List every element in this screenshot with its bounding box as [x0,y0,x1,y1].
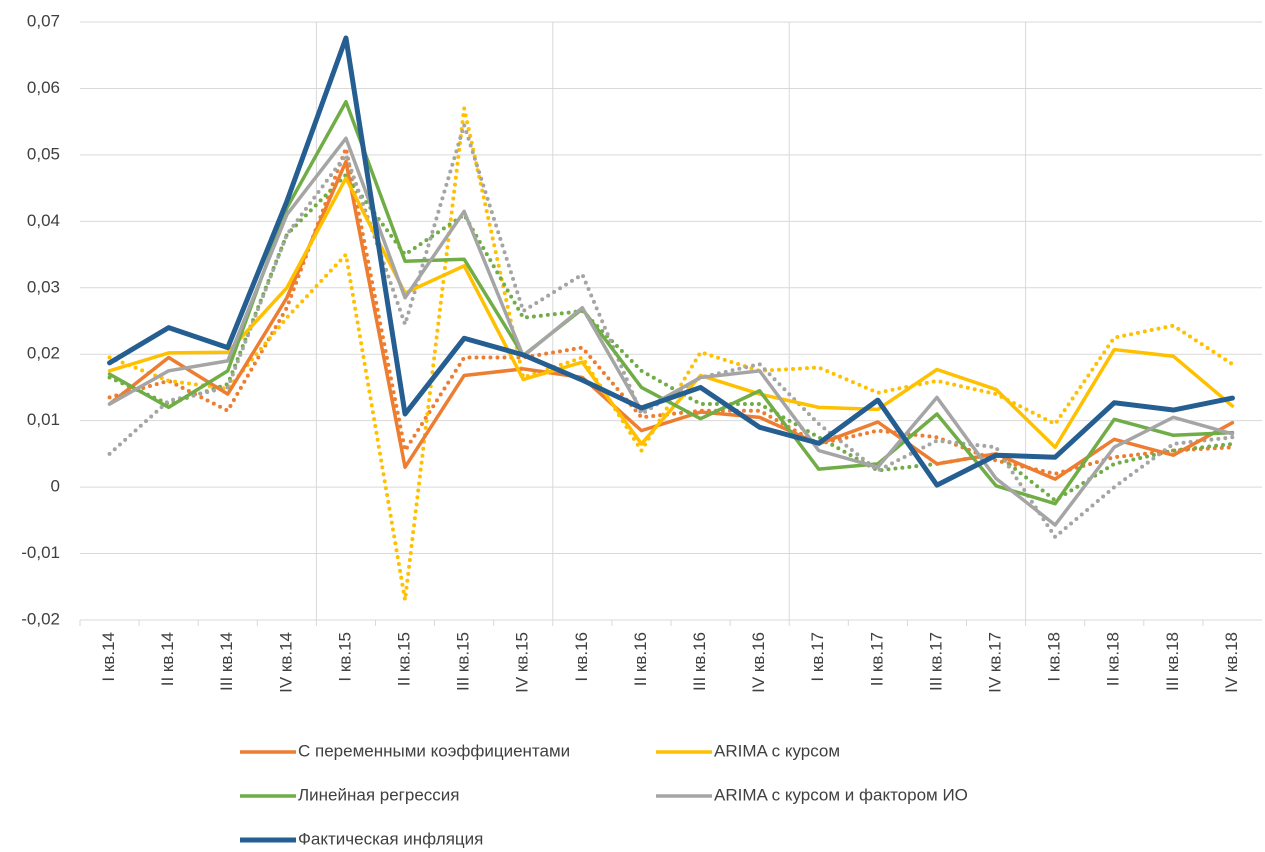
legend-label: Фактическая инфляция [298,829,483,848]
y-tick-label: 0,06 [27,78,60,97]
x-tick-label: II кв.18 [1104,632,1123,686]
x-tick-label: III кв.18 [1163,632,1182,691]
x-tick-label: II кв.14 [158,632,177,686]
dotted-line [107,146,1235,476]
y-tick-label: 0,07 [27,11,60,30]
series-line [107,176,1235,449]
legend-label: Линейная регрессия [298,785,459,804]
x-tick-label: III кв.16 [690,632,709,691]
x-tick-label: I кв.16 [572,632,591,682]
y-tick-label: 0,03 [27,277,60,296]
y-tick-label: -0,02 [21,609,60,628]
x-tick-label: I кв.18 [1045,632,1064,682]
y-tick-label: -0,01 [21,543,60,562]
x-tick-label: I кв.14 [99,632,118,682]
y-tick-label: 0,01 [27,410,60,429]
y-tick-label: 0,05 [27,144,60,163]
y-tick-label: 0,04 [27,211,60,230]
x-tick-label: IV кв.16 [749,632,768,693]
series-line [107,136,1235,527]
legend-label: ARIMA с курсом [714,741,840,760]
x-tick-label: III кв.15 [454,632,473,691]
legend-label: ARIMA с курсом и фактором ИО [714,785,968,804]
x-tick-label: I кв.15 [335,632,354,682]
series-line [107,159,1235,481]
x-tick-label: II кв.15 [395,632,414,686]
x-tick-label: II кв.16 [631,632,650,686]
x-tick-label: III кв.14 [217,632,236,691]
x-tick-label: II кв.17 [867,632,886,686]
dotted-line [107,122,1235,539]
series-line [107,35,1235,488]
x-tick-label: III кв.17 [926,632,945,691]
dotted-line [107,172,1235,503]
legend-label: С переменными коэффициентами [298,741,570,760]
y-tick-label: 0 [51,477,60,496]
x-tick-label: IV кв.15 [513,632,532,693]
x-tick-label: IV кв.14 [276,632,295,693]
y-tick-label: 0,02 [27,344,60,363]
x-tick-label: I кв.17 [808,632,827,682]
x-tick-label: IV кв.17 [986,632,1005,693]
x-tick-label: IV кв.18 [1222,632,1241,693]
series-line [107,99,1235,506]
